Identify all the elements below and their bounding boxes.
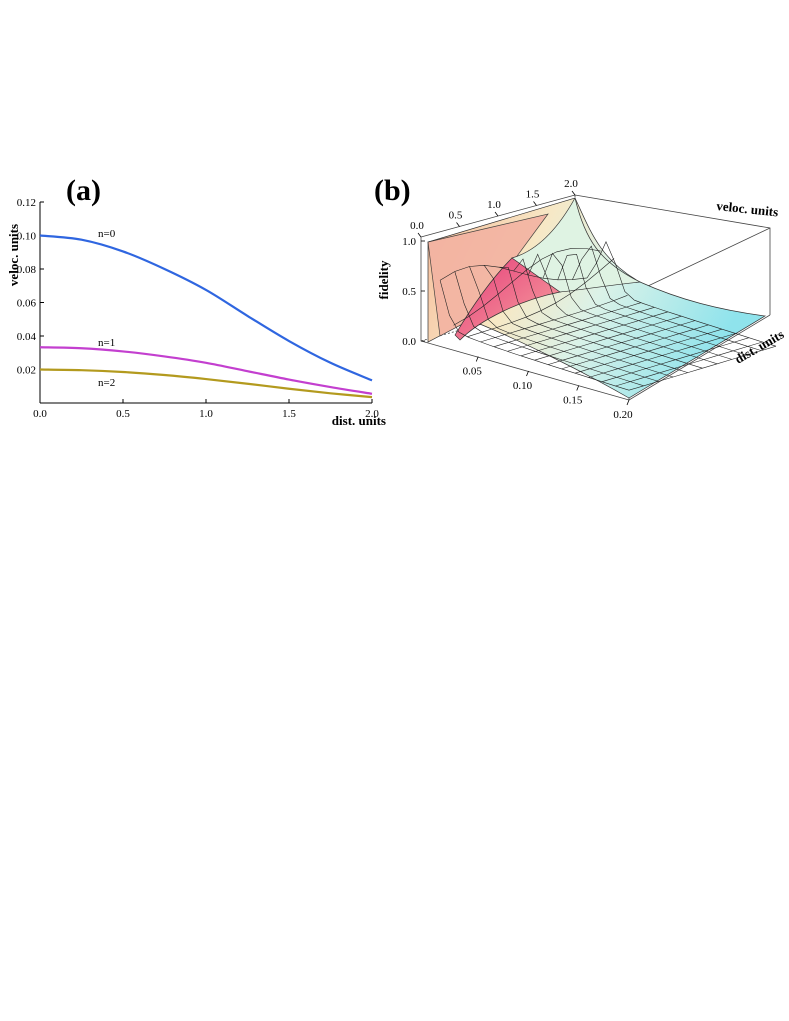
y-tick-mark <box>571 190 576 196</box>
series-label-n1: n=1 <box>98 337 115 349</box>
z-tick-label: 1.0 <box>402 236 416 248</box>
x-tick-label: 0.10 <box>513 380 533 392</box>
surface-mesh-line <box>615 341 763 387</box>
panel-b-x-ticks: 0.05 0.10 0.15 0.20 <box>463 356 633 421</box>
y-tick-label: 0.04 <box>17 331 37 343</box>
x-tick-label: 1.5 <box>282 408 296 420</box>
z-tick-label: 0.5 <box>402 286 416 298</box>
panel-b-z-axis-title: fidelity <box>376 260 391 299</box>
x-tick-label: 0.05 <box>463 366 483 378</box>
panel-b-surface-mesh <box>439 241 777 391</box>
y-tick-mark <box>417 232 422 238</box>
y-tick-label: 0.06 <box>17 298 37 310</box>
x-tick-mark <box>626 399 630 406</box>
y-tick-mark <box>456 222 460 227</box>
y-tick-label: 0.10 <box>17 231 37 243</box>
panel-a-x-axis-title: dist. units <box>332 413 386 428</box>
series-line-n=2 <box>39 368 373 399</box>
x-tick-mark <box>576 385 580 391</box>
panel-a-series <box>39 234 373 399</box>
surface-mesh-line <box>561 324 709 370</box>
surface-mesh-line <box>467 258 615 338</box>
panel-a-line-chart: (a) veloc. units dist. units 0.0 0.5 1.0 1.… <box>6 174 386 428</box>
y-tick-label: 0.08 <box>17 264 37 276</box>
surface-mesh-line <box>628 345 777 391</box>
x-tick-label: 2.0 <box>365 408 379 420</box>
panel-a-x-ticks: 0.0 0.5 1.0 1.5 2.0 <box>33 399 379 420</box>
panel-b-label: (b) <box>374 174 411 207</box>
x-tick-mark <box>475 356 479 362</box>
y-tick-label: 1.5 <box>526 189 540 201</box>
y-tick-label: 0.5 <box>449 210 463 222</box>
panel-b-surface <box>427 197 767 399</box>
series-label-n0: n=0 <box>98 228 116 240</box>
y-tick-label: 0.0 <box>410 220 424 232</box>
series-line-n=1 <box>39 346 373 395</box>
surface-mesh-line <box>453 248 601 326</box>
x-tick-mark <box>526 370 529 377</box>
panel-a-label: (a) <box>66 174 101 207</box>
y-tick-label: 1.0 <box>487 199 501 211</box>
series-label-n2: n=2 <box>98 377 115 389</box>
y-tick-label: 0.12 <box>17 197 36 209</box>
x-tick-label: 1.0 <box>199 408 213 420</box>
x-tick-label: 0.5 <box>116 408 130 420</box>
surface-mesh-line <box>507 307 655 352</box>
surface-mesh-line <box>574 328 723 374</box>
y-tick-mark <box>494 211 499 217</box>
panel-a-y-ticks: 0.02 0.04 0.06 0.08 0.10 0.12 <box>17 197 44 377</box>
z-tick-label: 0.0 <box>402 336 416 348</box>
y-tick-label: 0.02 <box>17 365 36 377</box>
panel-b-y-ticks: 0.0 0.5 1.0 1.5 2.0 <box>410 178 578 238</box>
panel-b-surface-chart: (b) fidelity veloc. units dist. units <box>374 174 786 421</box>
panel-b-z-ticks: 0.0 0.5 1.0 <box>402 236 425 348</box>
y-tick-mark <box>533 201 537 206</box>
surface-mesh-line <box>493 302 642 347</box>
x-tick-label: 0.20 <box>613 409 633 421</box>
surface-mesh-line <box>588 333 736 378</box>
surface-mesh-line <box>547 320 696 365</box>
surface-mesh-line <box>601 337 750 382</box>
y-tick-label: 2.0 <box>564 178 578 190</box>
surface-mesh-line <box>534 315 682 361</box>
panel-a-y-axis-title: veloc. units <box>6 224 21 286</box>
surface-mesh-line <box>520 311 669 357</box>
x-tick-label: 0.0 <box>33 408 47 420</box>
surface-mesh-line <box>480 295 628 343</box>
panel-b-y-axis-title: veloc. units <box>716 198 779 219</box>
series-line-n=0 <box>39 234 373 382</box>
surface-mesh-line <box>439 264 588 281</box>
x-tick-label: 0.15 <box>563 395 583 407</box>
